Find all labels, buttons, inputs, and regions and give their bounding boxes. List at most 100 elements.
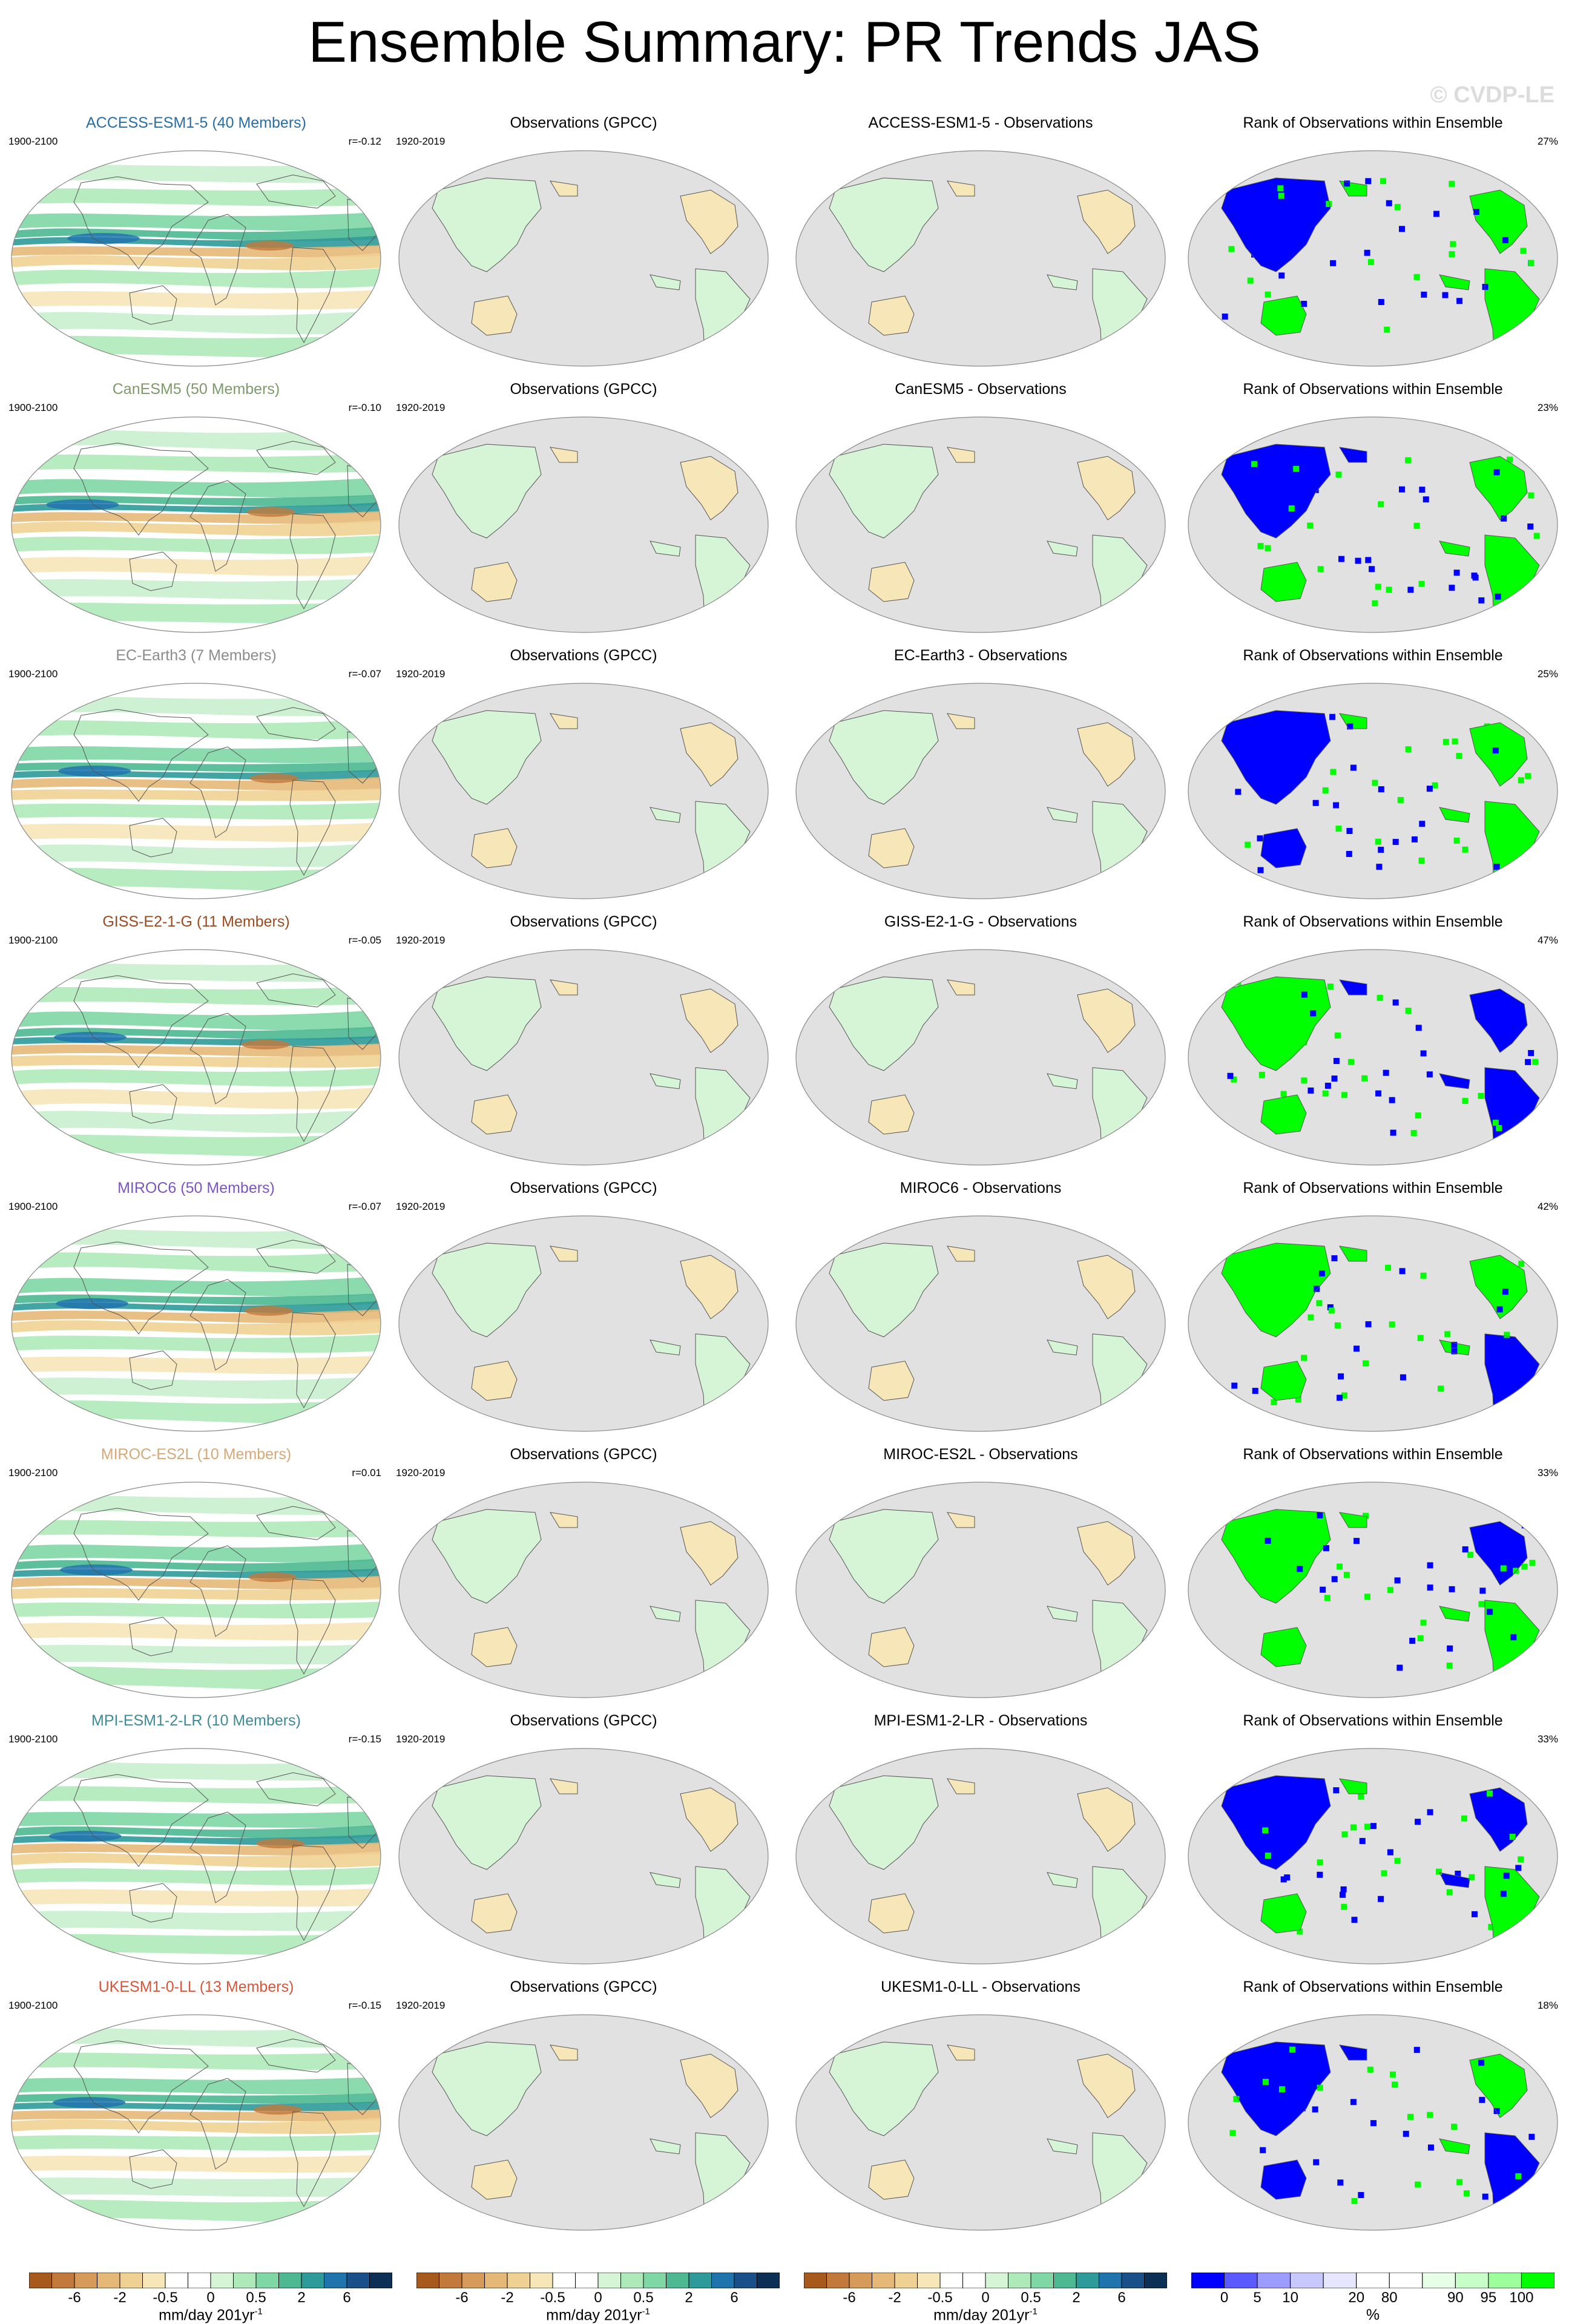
difference-map — [795, 150, 1166, 367]
colorbar-units: % — [1366, 2306, 1380, 2323]
colorbar-tick-label: 0.5 — [633, 2290, 654, 2306]
panel-model-trend: CanESM5 (50 Members) 1900-2100 r=-0.10 — [0, 375, 392, 642]
rank-title: Rank of Observations within Ensemble — [1243, 381, 1503, 398]
difference-title: EC-Earth3 - Observations — [893, 647, 1068, 664]
model-trend-map — [11, 416, 381, 633]
model-label: MIROC-ES2L (10 Members) — [100, 1446, 292, 1463]
rank-map — [1188, 1748, 1558, 1965]
colorbar-swatch — [233, 2273, 257, 2288]
colorbar-swatch — [666, 2273, 689, 2288]
model-trend-map — [11, 683, 381, 899]
panel-rank: Rank of Observations within Ensemble 33% — [1177, 1440, 1569, 1707]
difference-map — [795, 1482, 1166, 1698]
colorbar-swatch — [1521, 2273, 1554, 2288]
obs-trend-map — [398, 1482, 769, 1698]
panel-rank: Rank of Observations within Ensemble 33% — [1177, 1707, 1569, 1973]
colorbar-swatch — [1144, 2273, 1167, 2288]
colorbar-swatch — [74, 2273, 97, 2288]
panel-obs-trend: Observations (GPCC) 1920-2019 — [387, 109, 780, 375]
panel-obs-trend: Observations (GPCC) 1920-2019 — [387, 375, 780, 642]
colorbar-swatch — [962, 2273, 986, 2288]
colorbar-swatch — [369, 2273, 392, 2288]
colorbar-tick-label: 0 — [594, 2290, 602, 2306]
colorbar-swatch — [142, 2273, 166, 2288]
obs-years: 1920-2019 — [396, 402, 446, 413]
pattern-correlation: r=-0.15 — [348, 2000, 381, 2011]
panel-difference: CanESM5 - Observations — [784, 375, 1177, 642]
panel-rank: Rank of Observations within Ensemble 27% — [1177, 109, 1569, 375]
model-label: MIROC6 (50 Members) — [117, 1180, 275, 1196]
colorbar-units-exponent: -1 — [1029, 2306, 1038, 2317]
model-trend-map — [11, 2014, 381, 2231]
colorbar-swatch — [1257, 2273, 1291, 2288]
rank-title: Rank of Observations within Ensemble — [1243, 913, 1503, 930]
rank-title: Rank of Observations within Ensemble — [1243, 1712, 1503, 1729]
rank-title: Rank of Observations within Ensemble — [1243, 1978, 1503, 1995]
colorbar-swatch — [917, 2273, 941, 2288]
panel-row: MPI-ESM1-2-LR (10 Members) 1900-2100 r=-0.… — [0, 1707, 1569, 1973]
colorbar-tick-label: -2 — [888, 2290, 901, 2306]
pattern-correlation: r=-0.07 — [348, 1201, 381, 1212]
panel-model-trend: MIROC-ES2L (10 Members) 1900-2100 r=0.01 — [0, 1440, 392, 1707]
colorbar-tick-label: 100 — [1509, 2290, 1534, 2306]
model-trend-map — [11, 1748, 381, 1965]
panel-row: ACCESS-ESM1-5 (40 Members) 1900-2100 r=-0.… — [0, 109, 1569, 375]
pattern-correlation: r=-0.07 — [348, 668, 381, 680]
model-years: 1900-2100 — [8, 934, 58, 946]
colorbar-swatch — [507, 2273, 530, 2288]
colorbar-tick-label: -6 — [455, 2290, 469, 2306]
rank-percent: 23% — [1537, 402, 1558, 413]
obs-title: Observations (GPCC) — [510, 913, 657, 930]
colorbar-swatches — [804, 2273, 1167, 2288]
credit-watermark: © CVDP-LE — [1430, 82, 1554, 108]
colorbar-swatch — [324, 2273, 347, 2288]
difference-title: GISS-E2-1-G - Observations — [884, 913, 1077, 930]
obs-title: Observations (GPCC) — [510, 647, 657, 664]
colorbar-swatch — [597, 2273, 621, 2288]
rank-map — [1188, 1482, 1558, 1698]
panel-row: EC-Earth3 (7 Members) 1900-2100 r=-0.07 Obs… — [0, 642, 1569, 908]
colorbar-difference: -6 -2 -0.5 0 0.5 2 6 mm/day 201yr-1 — [804, 2273, 1167, 2323]
colorbar-swatch — [165, 2273, 188, 2288]
colorbar-tick-label: -6 — [843, 2290, 856, 2306]
panel-obs-trend: Observations (GPCC) 1920-2019 — [387, 908, 780, 1174]
panel-row: MIROC-ES2L (10 Members) 1900-2100 r=0.01 Ob… — [0, 1440, 1569, 1707]
colorbar-swatch — [1488, 2273, 1522, 2288]
rank-percent: 27% — [1537, 136, 1558, 147]
panel-difference: MPI-ESM1-2-LR - Observations — [784, 1707, 1177, 1973]
rank-map — [1188, 2014, 1558, 2231]
rank-percent: 47% — [1537, 934, 1558, 946]
page-title: Ensemble Summary: PR Trends JAS — [308, 10, 1261, 74]
obs-years: 1920-2019 — [396, 2000, 446, 2011]
difference-map — [795, 2014, 1166, 2231]
colorbar-swatches — [1191, 2273, 1554, 2288]
colorbar-swatch — [1053, 2273, 1077, 2288]
panel-model-trend: ACCESS-ESM1-5 (40 Members) 1900-2100 r=-0.… — [0, 109, 392, 375]
obs-trend-map — [398, 2014, 769, 2231]
obs-trend-map — [398, 150, 769, 367]
obs-trend-map — [398, 416, 769, 633]
colorbar-units: mm/day 201yr-1 — [159, 2306, 263, 2324]
obs-trend-map — [398, 949, 769, 1166]
obs-years: 1920-2019 — [396, 1467, 446, 1479]
colorbar-tick-label: -2 — [501, 2290, 514, 2306]
colorbar-tick-label: 10 — [1282, 2290, 1298, 2306]
model-trend-map — [11, 150, 381, 367]
rank-percent: 25% — [1537, 668, 1558, 680]
colorbar-tick-label: 0 — [981, 2290, 990, 2306]
panel-difference: MIROC6 - Observations — [784, 1174, 1177, 1440]
panel-difference: MIROC-ES2L - Observations — [784, 1440, 1177, 1707]
obs-years: 1920-2019 — [396, 1733, 446, 1745]
pattern-correlation: r=-0.10 — [348, 402, 381, 413]
colorbar-swatch — [804, 2273, 827, 2288]
colorbar-units: mm/day 201yr-1 — [546, 2306, 650, 2324]
colorbar-swatch — [1455, 2273, 1489, 2288]
panel-difference: ACCESS-ESM1-5 - Observations — [784, 109, 1177, 375]
rank-map — [1188, 150, 1558, 367]
difference-title: CanESM5 - Observations — [895, 381, 1067, 398]
rank-map — [1188, 683, 1558, 899]
colorbar-tick-label: 6 — [1117, 2290, 1126, 2306]
pattern-correlation: r=0.01 — [352, 1467, 381, 1479]
panel-row: MIROC6 (50 Members) 1900-2100 r=-0.07 Obser… — [0, 1174, 1569, 1440]
colorbar-tick-label: 6 — [730, 2290, 738, 2306]
